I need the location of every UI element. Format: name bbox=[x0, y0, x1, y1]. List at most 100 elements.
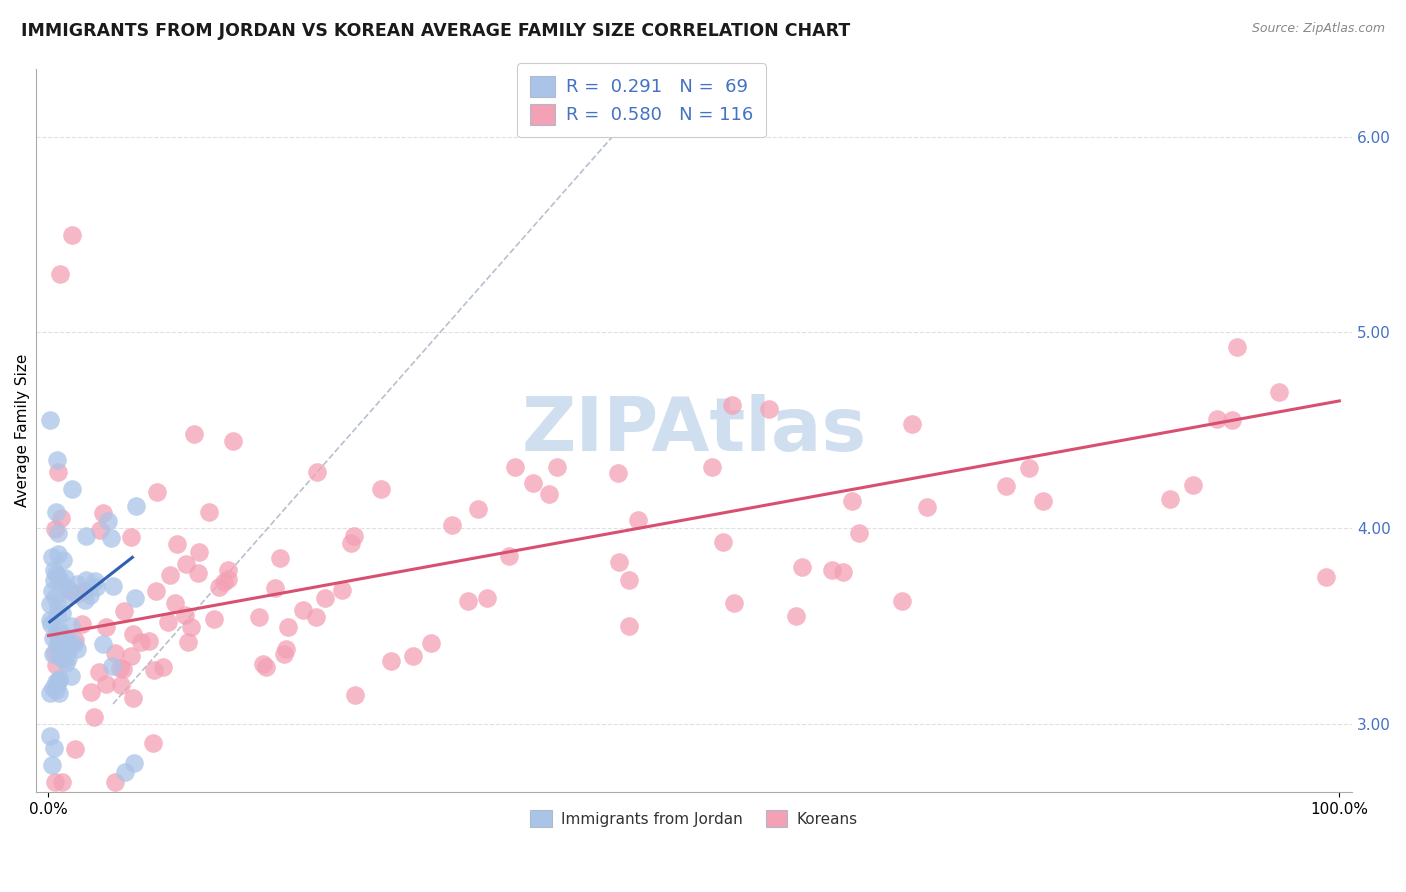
Point bbox=[1018, 460, 1040, 475]
Point bbox=[498, 549, 520, 563]
Point bbox=[44, 522, 66, 536]
Point bbox=[93, 506, 115, 520]
Point bbox=[104, 647, 127, 661]
Point bbox=[186, 566, 208, 580]
Point bbox=[1267, 384, 1289, 399]
Point bbox=[48, 672, 70, 686]
Point bbox=[188, 544, 211, 558]
Point bbox=[1226, 340, 1249, 354]
Point bbox=[343, 688, 366, 702]
Point bbox=[994, 479, 1017, 493]
Point bbox=[1182, 477, 1205, 491]
Text: Source: ZipAtlas.com: Source: ZipAtlas.com bbox=[1251, 22, 1385, 36]
Point bbox=[1220, 413, 1243, 427]
Point bbox=[91, 637, 114, 651]
Point bbox=[55, 640, 77, 654]
Y-axis label: Average Family Size: Average Family Size bbox=[15, 353, 30, 507]
Point bbox=[467, 501, 489, 516]
Point bbox=[48, 686, 70, 700]
Point bbox=[49, 639, 72, 653]
Point bbox=[44, 775, 66, 789]
Point bbox=[891, 594, 914, 608]
Point bbox=[112, 604, 135, 618]
Point bbox=[101, 579, 124, 593]
Point bbox=[503, 459, 526, 474]
Point bbox=[440, 517, 463, 532]
Point bbox=[606, 467, 628, 481]
Point bbox=[42, 574, 65, 588]
Point bbox=[56, 643, 79, 657]
Point bbox=[212, 575, 235, 590]
Point bbox=[122, 690, 145, 705]
Point bbox=[125, 499, 148, 513]
Point bbox=[247, 610, 270, 624]
Point bbox=[538, 487, 561, 501]
Point bbox=[49, 650, 72, 665]
Point bbox=[45, 658, 67, 673]
Point bbox=[56, 634, 79, 648]
Point bbox=[166, 537, 188, 551]
Point bbox=[55, 657, 77, 671]
Point bbox=[63, 742, 86, 756]
Point bbox=[39, 617, 62, 632]
Point bbox=[114, 765, 136, 780]
Point bbox=[152, 660, 174, 674]
Point bbox=[607, 556, 630, 570]
Point bbox=[380, 654, 402, 668]
Point bbox=[124, 591, 146, 606]
Point bbox=[42, 647, 65, 661]
Point bbox=[264, 581, 287, 595]
Point bbox=[146, 484, 169, 499]
Point bbox=[38, 730, 60, 744]
Point bbox=[45, 682, 67, 697]
Point bbox=[80, 685, 103, 699]
Point bbox=[208, 580, 231, 594]
Point bbox=[46, 639, 69, 653]
Point bbox=[120, 648, 142, 663]
Point bbox=[62, 637, 84, 651]
Point bbox=[60, 227, 83, 242]
Point bbox=[48, 673, 70, 688]
Point bbox=[108, 661, 131, 675]
Text: IMMIGRANTS FROM JORDAN VS KOREAN AVERAGE FAMILY SIZE CORRELATION CHART: IMMIGRANTS FROM JORDAN VS KOREAN AVERAGE… bbox=[21, 22, 851, 40]
Point bbox=[1206, 412, 1229, 426]
Point bbox=[274, 642, 297, 657]
Point bbox=[49, 575, 72, 590]
Point bbox=[66, 641, 89, 656]
Point bbox=[48, 638, 70, 652]
Point bbox=[44, 590, 66, 604]
Point bbox=[138, 634, 160, 648]
Point bbox=[627, 513, 650, 527]
Point bbox=[183, 426, 205, 441]
Point bbox=[252, 657, 274, 672]
Point bbox=[45, 505, 67, 519]
Point bbox=[202, 612, 225, 626]
Point bbox=[58, 651, 80, 665]
Point bbox=[159, 568, 181, 582]
Point bbox=[370, 483, 392, 497]
Point bbox=[45, 674, 67, 689]
Point bbox=[821, 563, 844, 577]
Point bbox=[273, 648, 295, 662]
Point bbox=[180, 619, 202, 633]
Point bbox=[711, 534, 734, 549]
Point bbox=[700, 460, 723, 475]
Point bbox=[84, 574, 107, 588]
Point bbox=[173, 607, 195, 622]
Point bbox=[44, 566, 66, 581]
Point bbox=[46, 547, 69, 561]
Point bbox=[305, 609, 328, 624]
Point bbox=[174, 557, 197, 571]
Point bbox=[89, 523, 111, 537]
Text: ZIPAtlas: ZIPAtlas bbox=[522, 393, 866, 467]
Point bbox=[402, 649, 425, 664]
Point bbox=[314, 591, 336, 606]
Point bbox=[53, 571, 76, 585]
Point bbox=[51, 775, 73, 789]
Point bbox=[94, 676, 117, 690]
Point bbox=[292, 603, 315, 617]
Point bbox=[222, 434, 245, 448]
Point bbox=[142, 736, 165, 750]
Point bbox=[60, 669, 83, 683]
Point bbox=[51, 607, 73, 621]
